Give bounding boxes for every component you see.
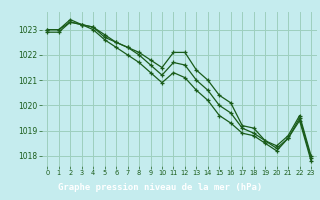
Text: Graphe pression niveau de la mer (hPa): Graphe pression niveau de la mer (hPa) (58, 182, 262, 192)
